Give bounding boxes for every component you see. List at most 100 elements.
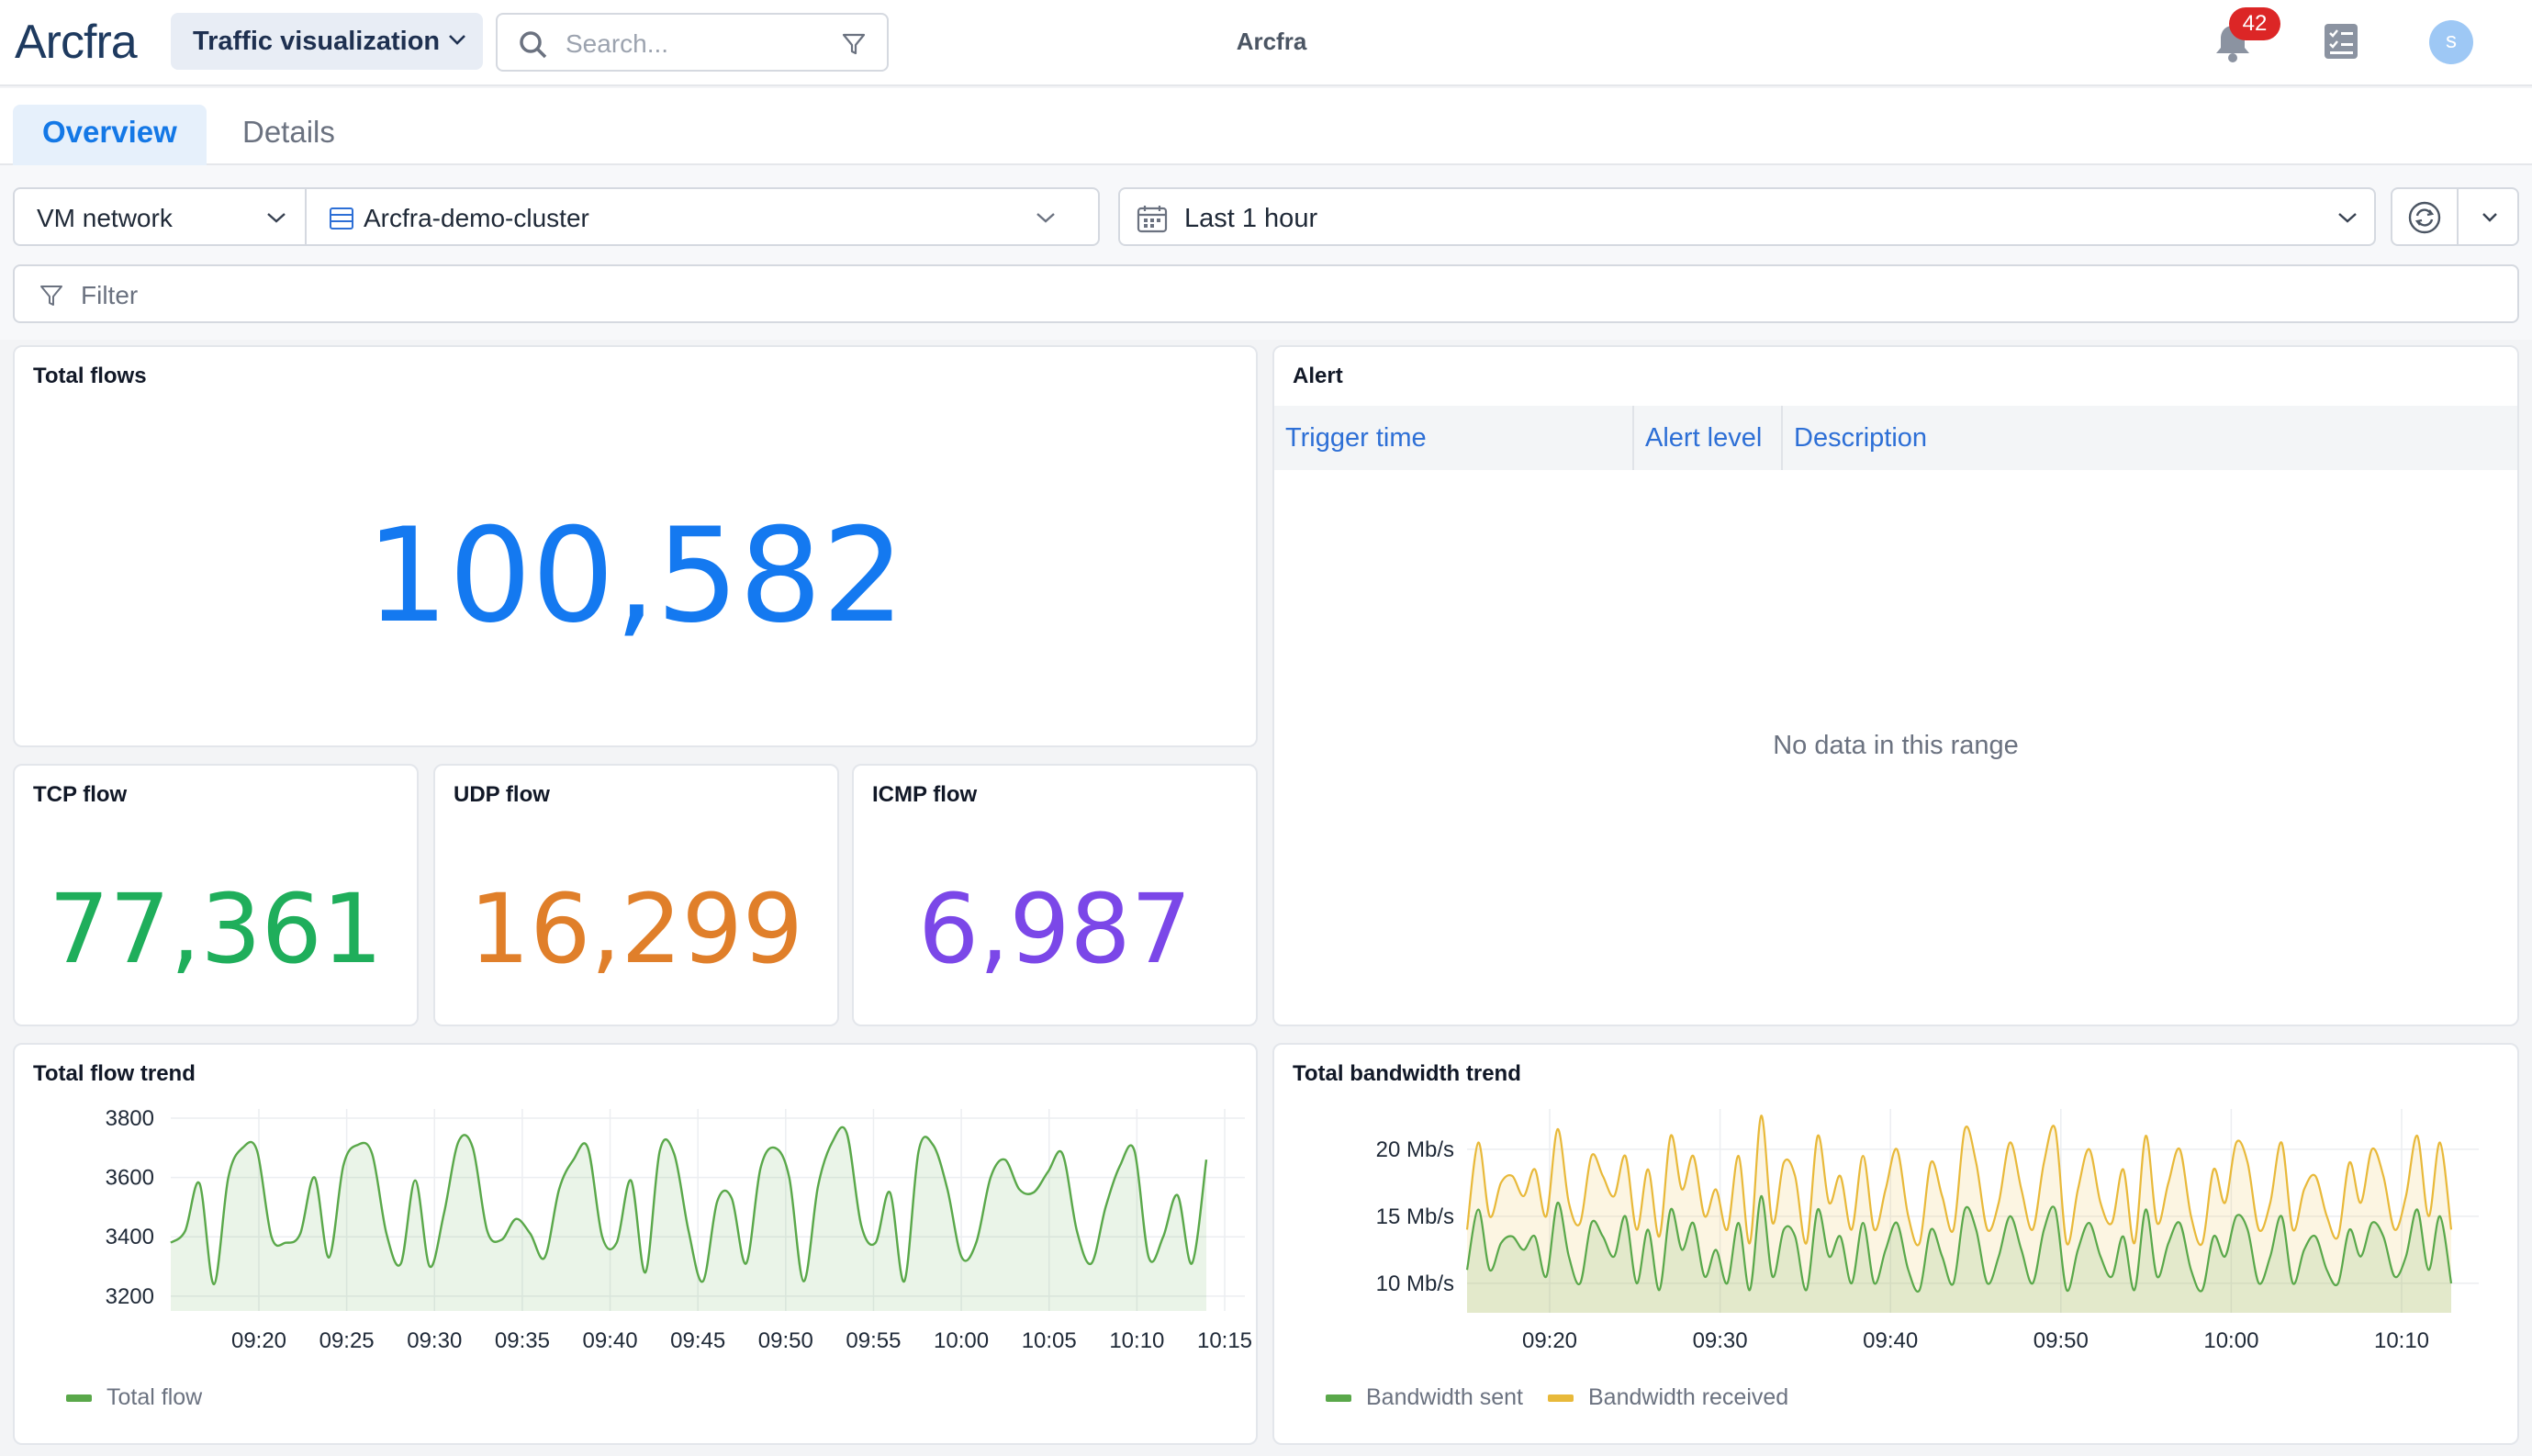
chart-legend-received[interactable]: Bandwidth received <box>1548 1384 1788 1411</box>
series-line-bandwidth-sent <box>1465 1194 2453 1293</box>
y-tick-label: 3600 <box>106 1166 154 1191</box>
card-title: Alert <box>1293 364 1343 388</box>
chart-legend[interactable]: Total flow <box>66 1384 202 1411</box>
chart-legend-sent[interactable]: Bandwidth sent <box>1326 1384 1523 1411</box>
task-list-icon[interactable] <box>2323 22 2359 61</box>
card-title: Total flows <box>33 364 147 388</box>
refresh-icon[interactable] <box>2407 200 2442 235</box>
cluster-icon <box>330 207 353 230</box>
cluster-title: Arcfra <box>1236 28 1307 55</box>
filter-input[interactable]: Filter <box>13 264 2519 323</box>
series-area-total-flow <box>171 1126 1206 1311</box>
refresh-control[interactable] <box>2391 187 2519 246</box>
tcp-flow-card: TCP flow 77,361 <box>13 764 419 1026</box>
user-avatar[interactable]: s <box>2429 20 2473 64</box>
y-tick-label: 20 Mb/s <box>1376 1137 1454 1162</box>
x-tick-label: 09:40 <box>583 1328 638 1353</box>
x-tick-label: 09:45 <box>670 1328 725 1353</box>
app-selector-label: Traffic visualization <box>193 26 441 56</box>
chevron-down-icon <box>449 35 465 45</box>
bandwidth-trend-card: Total bandwidth trend 10 Mb/s 15 Mb/s 20 M… <box>1272 1043 2519 1445</box>
cluster-value: Arcfra-demo-cluster <box>364 204 589 232</box>
tab-overview[interactable]: Overview <box>13 105 207 165</box>
network-type-select[interactable]: VM network <box>13 187 307 246</box>
column-divider <box>1632 406 1634 470</box>
empty-state-text: No data in this range <box>1773 731 2019 760</box>
notification-count-badge: 42 <box>2229 7 2280 40</box>
x-tick-label: 09:25 <box>319 1328 375 1353</box>
x-tick-label: 09:50 <box>2033 1328 2089 1353</box>
column-header-alert-level[interactable]: Alert level <box>1645 423 1763 453</box>
calendar-icon <box>1137 206 1168 233</box>
flow-trend-chart: 3200 3400 3600 3800 09:20 09:25 09:30 09:35 09:4… <box>106 1106 1252 1353</box>
x-tick-label: 10:10 <box>2374 1328 2429 1353</box>
total-flows-value: 100,582 <box>365 500 905 652</box>
y-tick-label: 15 Mb/s <box>1376 1204 1454 1229</box>
chevron-down-icon <box>1036 213 1055 223</box>
x-tick-label: 10:10 <box>1109 1328 1164 1353</box>
x-tick-label: 09:30 <box>1693 1328 1748 1353</box>
time-range-value: Last 1 hour <box>1184 204 1318 233</box>
icmp-flow-value: 6,987 <box>918 873 1192 985</box>
legend-swatch <box>1548 1394 1574 1402</box>
chevron-down-icon[interactable] <box>2481 211 2499 224</box>
global-search[interactable]: Search... <box>496 13 889 72</box>
card-title: Total flow trend <box>33 1061 196 1086</box>
filter-controls: VM network Arcfra-demo-cluster Last 1 ho… <box>0 165 2532 340</box>
card-title: UDP flow <box>454 782 550 807</box>
legend-label: Bandwidth sent <box>1366 1384 1523 1410</box>
legend-swatch <box>1326 1394 1351 1402</box>
top-bar: Arcfra Traffic visualization Search... A… <box>0 0 2532 86</box>
series-area-bandwidth-received <box>1467 1115 2451 1313</box>
udp-flow-card: UDP flow 16,299 <box>433 764 839 1026</box>
x-tick-label: 09:55 <box>846 1328 901 1353</box>
x-tick-label: 09:35 <box>495 1328 550 1353</box>
search-input[interactable]: Search... <box>566 29 669 58</box>
y-tick-label: 3800 <box>106 1106 154 1131</box>
legend-label: Total flow <box>106 1384 203 1410</box>
filter-icon[interactable] <box>841 31 867 57</box>
icmp-flow-card: ICMP flow 6,987 <box>852 764 1258 1026</box>
legend-label: Bandwidth received <box>1588 1384 1789 1410</box>
y-tick-label: 3400 <box>106 1225 154 1249</box>
series-line-bandwidth-received <box>1465 1114 2453 1247</box>
search-icon <box>520 31 547 59</box>
x-tick-label: 09:50 <box>758 1328 813 1353</box>
tab-bar: Overview Details <box>0 88 2532 165</box>
card-title: ICMP flow <box>872 782 978 807</box>
card-title: Total bandwidth trend <box>1293 1061 1521 1086</box>
alert-table-header: Trigger time Alert level Description <box>1274 406 2517 470</box>
filter-placeholder: Filter <box>81 281 139 309</box>
app-logo[interactable]: Arcfra <box>15 16 138 69</box>
x-tick-label: 09:30 <box>407 1328 462 1353</box>
x-tick-label: 09:20 <box>231 1328 286 1353</box>
time-range-select[interactable]: Last 1 hour <box>1118 187 2376 246</box>
bandwidth-trend-chart: 10 Mb/s 15 Mb/s 20 Mb/s 09:20 09:30 09:40 09:5… <box>1376 1109 2479 1353</box>
y-tick-label: 10 Mb/s <box>1376 1271 1454 1296</box>
network-type-value: VM network <box>37 204 173 232</box>
cluster-select[interactable]: Arcfra-demo-cluster <box>305 187 1100 246</box>
y-tick-label: 3200 <box>106 1284 154 1309</box>
legend-swatch <box>66 1394 92 1402</box>
x-tick-label: 10:05 <box>1022 1328 1077 1353</box>
column-header-trigger-time[interactable]: Trigger time <box>1285 423 1427 453</box>
flow-trend-card: Total flow trend 3200 3400 3600 3800 09:20 09… <box>13 1043 1258 1445</box>
series-line-total-flow <box>170 1126 1208 1286</box>
tcp-flow-value: 77,361 <box>49 873 383 985</box>
x-tick-label: 09:20 <box>1522 1328 1577 1353</box>
x-tick-label: 10:15 <box>1197 1328 1252 1353</box>
chevron-down-icon <box>2338 213 2357 223</box>
x-tick-label: 10:00 <box>934 1328 989 1353</box>
card-title: TCP flow <box>33 782 128 807</box>
x-tick-label: 09:40 <box>1863 1328 1918 1353</box>
app-selector[interactable]: Traffic visualization <box>171 13 483 70</box>
column-header-description[interactable]: Description <box>1794 423 1928 453</box>
x-tick-label: 10:00 <box>2203 1328 2258 1353</box>
column-divider <box>1781 406 1783 470</box>
alert-card: Alert Trigger time Alert level Descripti… <box>1272 345 2519 1026</box>
divider <box>2457 189 2459 244</box>
chevron-down-icon <box>267 213 286 223</box>
tab-details[interactable]: Details <box>242 115 335 149</box>
total-flows-card: Total flows 100,582 <box>13 345 1258 747</box>
udp-flow-value: 16,299 <box>469 873 803 985</box>
